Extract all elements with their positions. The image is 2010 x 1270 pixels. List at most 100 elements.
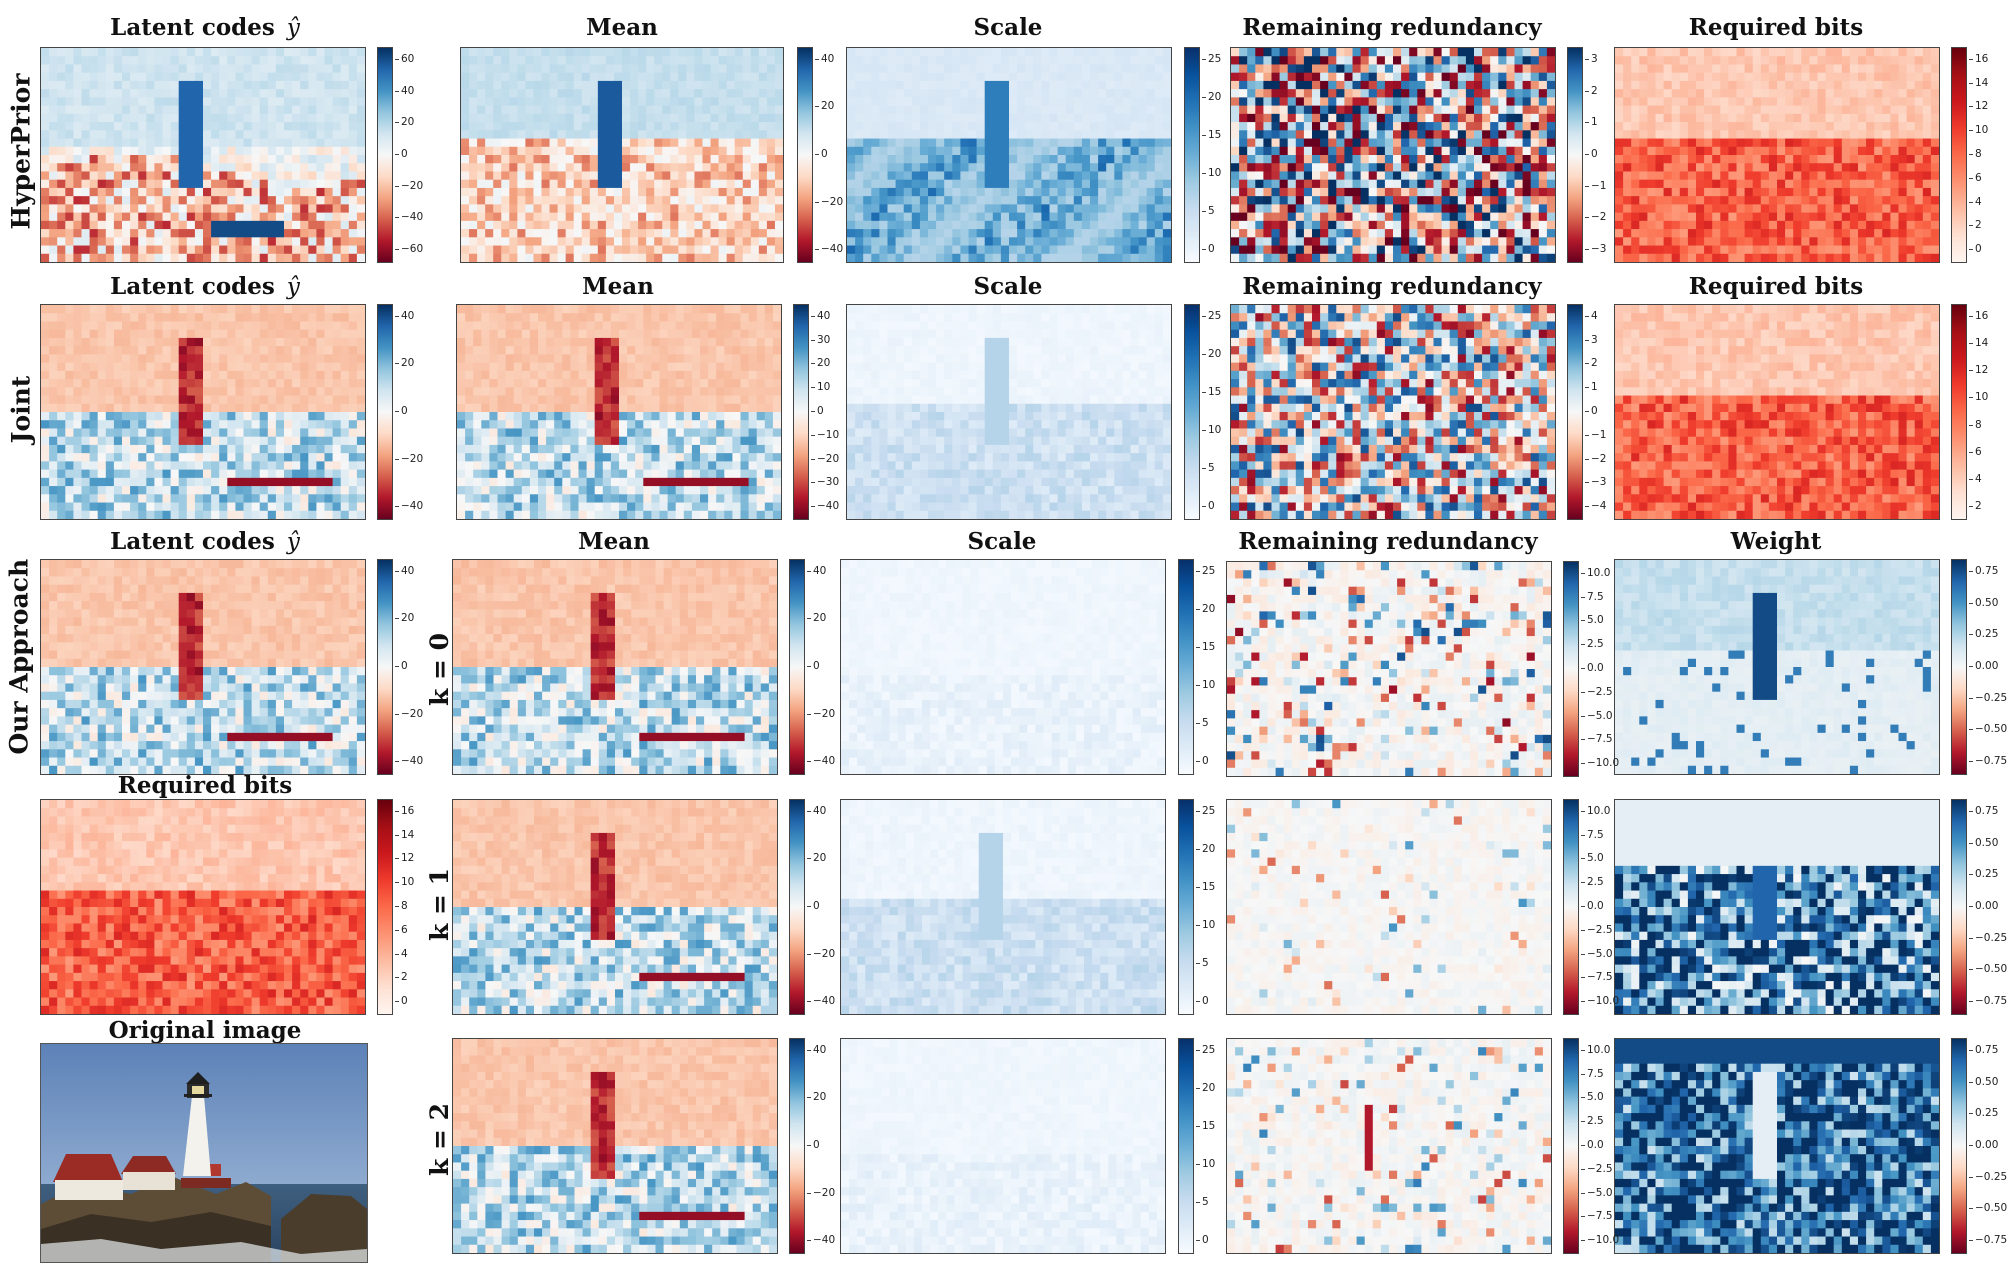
title-ours-scale: Scale xyxy=(840,530,1164,553)
heatmap-hp-scale xyxy=(846,47,1172,263)
colorbar-tick: 0.75 xyxy=(1968,806,1998,817)
colorbar-ours-scale-k2 xyxy=(1178,1038,1194,1254)
colorbar-ours-scale-k0 xyxy=(1178,559,1194,775)
colorbar-tick: −4 xyxy=(1584,501,1606,512)
colorbar-tick: 0.0 xyxy=(1581,663,1604,674)
colorbar-tick: 1 xyxy=(1585,117,1598,128)
colorbar-ours-redundancy-k0 xyxy=(1563,561,1579,777)
colorbar-tick: 40 xyxy=(814,54,834,65)
original-image-lighthouse xyxy=(40,1043,368,1263)
colorbar-tick: 8 xyxy=(395,901,408,912)
colorbar-tick: 3 xyxy=(1585,335,1598,346)
colorbar-tick: 2.5 xyxy=(1581,1116,1604,1127)
colorbar-tick: −10 xyxy=(810,430,839,441)
colorbar-tick: 2 xyxy=(395,972,408,983)
colorbar-tick: 20 xyxy=(1201,349,1221,360)
colorbar-tick: −0.25 xyxy=(1968,1172,2007,1183)
colorbar-tick: 10.0 xyxy=(1580,568,1610,579)
colorbar-tick: 7.5 xyxy=(1581,830,1604,841)
colorbar-tick: 20 xyxy=(1201,92,1221,103)
heatmap-cells xyxy=(1615,1039,1939,1253)
colorbar-tick: −20 xyxy=(806,1188,835,1199)
colorbar-tick: 0.00 xyxy=(1968,901,1998,912)
k-label-0: k = 0 xyxy=(425,633,454,706)
colorbar-tick: 2 xyxy=(1969,220,1982,231)
colorbar-tick: 2 xyxy=(1585,358,1598,369)
title-symbol: ŷ xyxy=(287,15,300,41)
colorbar-tick: −2 xyxy=(1584,212,1606,223)
colorbar-tick: 25 xyxy=(1195,566,1215,577)
colorbar-joint-scale xyxy=(1184,304,1200,520)
colorbar-tick: 0.00 xyxy=(1968,1140,1998,1151)
colorbar-tick: 8 xyxy=(1969,420,1982,431)
heatmap-hp-bits xyxy=(1614,47,1940,263)
colorbar-tick: 20 xyxy=(1195,1083,1215,1094)
title-ours-redundancy: Remaining redundancy xyxy=(1226,530,1550,553)
colorbar-tick: 12 xyxy=(1968,365,1988,376)
colorbar-joint-redundancy xyxy=(1567,304,1583,520)
title-joint-redundancy: Remaining redundancy xyxy=(1230,275,1554,298)
colorbar-tick: −40 xyxy=(394,756,423,767)
colorbar-tick: 25 xyxy=(1195,806,1215,817)
colorbar-tick: −20 xyxy=(394,181,423,192)
colorbar-tick: 7.5 xyxy=(1581,592,1604,603)
colorbar-tick: 0.50 xyxy=(1968,1077,1998,1088)
colorbar-tick: −40 xyxy=(394,501,423,512)
colorbar-tick: −1 xyxy=(1584,430,1606,441)
colorbar-tick: 14 xyxy=(1968,78,1988,89)
colorbar-tick: −60 xyxy=(394,244,423,255)
colorbar-tick: −0.50 xyxy=(1968,964,2007,975)
colorbar-tick: 0 xyxy=(1585,406,1598,417)
heatmap-cells xyxy=(1615,560,1939,774)
title-joint-latent: Latent codes ŷ xyxy=(40,275,370,299)
colorbar-ours-weight-k0 xyxy=(1951,559,1967,775)
colorbar-hp-redundancy xyxy=(1567,47,1583,263)
title-hp-bits: Required bits xyxy=(1614,16,1938,39)
title-text: Latent codes xyxy=(110,273,275,300)
colorbar-hp-bits xyxy=(1951,47,1967,263)
colorbar-ours-mean-k2 xyxy=(789,1038,805,1254)
heatmap-ours-weight-k1 xyxy=(1614,799,1940,1015)
colorbar-tick: −20 xyxy=(806,709,835,720)
colorbar-tick: 40 xyxy=(806,566,826,577)
colorbar-tick: 10 xyxy=(1968,392,1988,403)
title-original-image: Original image xyxy=(40,1019,370,1042)
colorbar-joint-mean xyxy=(793,304,809,520)
heatmap-cells xyxy=(41,48,365,262)
colorbar-tick: 10 xyxy=(1195,680,1215,691)
heatmap-cells xyxy=(847,48,1171,262)
k-label-1: k = 1 xyxy=(425,868,454,941)
colorbar-tick: 14 xyxy=(1968,338,1988,349)
colorbar-tick: −20 xyxy=(394,709,423,720)
colorbar-tick: 8 xyxy=(1969,149,1982,160)
colorbar-tick: 15 xyxy=(1201,130,1221,141)
colorbar-tick: 0.75 xyxy=(1968,566,1998,577)
colorbar-tick: −20 xyxy=(806,949,835,960)
colorbar-tick: 0.50 xyxy=(1968,838,1998,849)
colorbar-tick: 0.00 xyxy=(1968,661,1998,672)
heatmap-ours-bits xyxy=(40,799,366,1015)
colorbar-joint-bits xyxy=(1951,304,1967,520)
colorbar-tick: −40 xyxy=(806,996,835,1007)
colorbar-tick: −2.5 xyxy=(1581,925,1613,936)
colorbar-tick: −20 xyxy=(394,454,423,465)
heatmap-cells xyxy=(1615,305,1939,519)
heatmap-cells xyxy=(1227,562,1551,776)
colorbar-tick: −40 xyxy=(810,501,839,512)
colorbar-tick: 0 xyxy=(1196,1235,1209,1246)
heatmap-ours-scale-k2 xyxy=(840,1038,1166,1254)
colorbar-tick: 0.25 xyxy=(1968,1108,1998,1119)
colorbar-ours-redundancy-k1 xyxy=(1563,799,1579,1015)
colorbar-tick: 0.25 xyxy=(1968,629,1998,640)
colorbar-tick: 4 xyxy=(1969,474,1982,485)
heatmap-cells xyxy=(41,305,365,519)
colorbar-tick: 25 xyxy=(1201,54,1221,65)
colorbar-tick: −7.5 xyxy=(1581,1211,1613,1222)
colorbar-tick: 12 xyxy=(394,853,414,864)
heatmap-ours-scale-k1 xyxy=(840,799,1166,1015)
colorbar-tick: 16 xyxy=(394,806,414,817)
colorbar-tick: 20 xyxy=(1195,844,1215,855)
colorbar-tick: 4 xyxy=(395,949,408,960)
colorbar-tick: −0.75 xyxy=(1968,756,2007,767)
colorbar-tick: 20 xyxy=(394,358,414,369)
